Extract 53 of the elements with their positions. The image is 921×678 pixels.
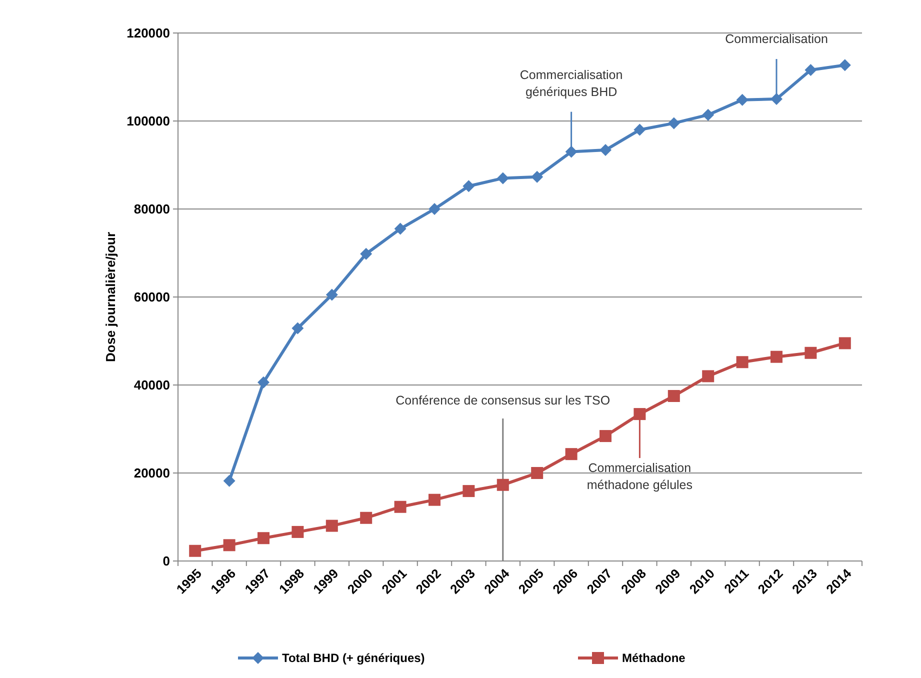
legend-label: Total BHD (+ génériques)	[282, 651, 425, 666]
y-tick-label: 100000	[126, 114, 170, 129]
y-tick-label: 60000	[134, 290, 170, 305]
point	[634, 408, 646, 420]
point	[531, 467, 544, 479]
point	[804, 346, 817, 359]
point	[736, 356, 748, 368]
point	[565, 448, 578, 460]
point	[531, 170, 544, 183]
point	[600, 144, 612, 156]
point	[462, 180, 475, 192]
point	[838, 337, 851, 350]
point	[258, 376, 270, 388]
point	[223, 474, 236, 487]
annotation: Commercialisation génériques BHD	[520, 68, 623, 99]
point	[804, 64, 817, 76]
point	[360, 248, 372, 260]
point	[326, 520, 338, 532]
point	[770, 93, 782, 105]
point	[702, 370, 714, 382]
point	[428, 203, 440, 215]
point	[668, 390, 680, 402]
annotation: Commercialisation	[725, 32, 828, 46]
point	[770, 350, 782, 363]
point	[223, 539, 236, 552]
y-tick-label: 80000	[134, 202, 170, 217]
point	[736, 94, 748, 106]
point	[634, 124, 646, 136]
point	[702, 108, 714, 121]
annotation: Commercialisation méthadone gélules	[586, 461, 693, 492]
legend-label: Méthadone	[622, 651, 686, 666]
point	[360, 512, 372, 524]
y-tick-label: 40000	[134, 378, 170, 393]
point	[326, 288, 338, 301]
ref-line-label: Conférence de consensus sur les TSO	[396, 393, 610, 408]
point	[496, 478, 509, 491]
point	[496, 172, 509, 184]
point	[565, 146, 578, 158]
point	[394, 222, 406, 235]
point	[668, 117, 680, 130]
point	[189, 544, 202, 557]
y-axis-title: Dose journalière/jour	[103, 232, 118, 362]
point	[462, 485, 475, 498]
point	[600, 430, 612, 442]
point	[258, 532, 270, 544]
y-tick-label: 20000	[134, 466, 170, 481]
y-tick-label: 0	[162, 554, 170, 569]
point	[394, 500, 406, 513]
point	[428, 494, 440, 506]
point	[838, 59, 851, 72]
point	[292, 526, 304, 538]
y-tick-label: 120000	[126, 26, 170, 41]
point	[292, 322, 304, 334]
